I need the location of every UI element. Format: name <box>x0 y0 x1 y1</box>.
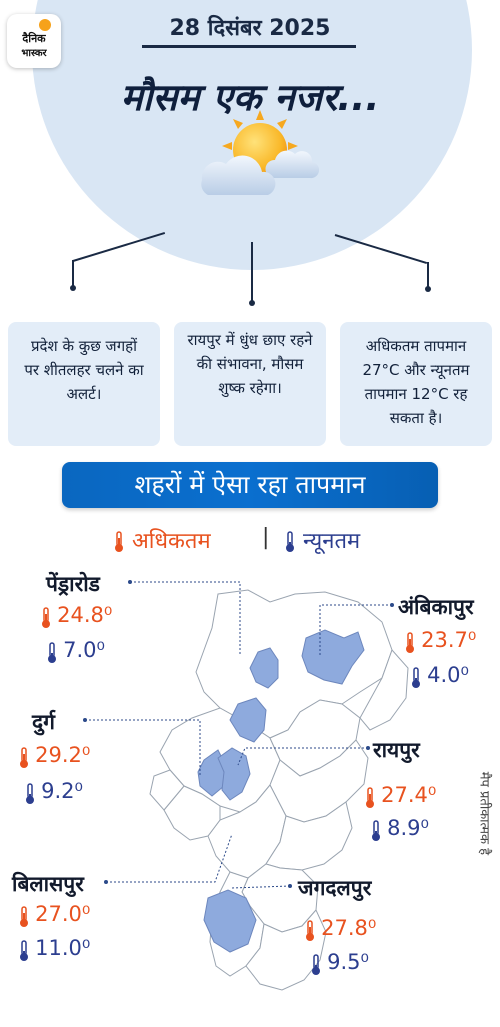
date-underline <box>142 45 356 48</box>
chhattisgarh-map <box>149 589 409 991</box>
connector-dot-left <box>70 285 76 291</box>
connector-line-right <box>334 234 428 265</box>
max-temp-value: 27.0⁰ <box>35 902 91 926</box>
thermometer-cold-icon <box>412 666 420 688</box>
connector-drop-left <box>72 260 74 286</box>
thermometer-cold-icon <box>286 531 294 552</box>
city-max-jagdalpur: 27.8⁰ <box>304 916 376 942</box>
logo-line1: दैनिक <box>22 32 46 45</box>
thermometer-hot-icon <box>115 531 123 552</box>
city-min-ambikapur: 4.0⁰ <box>410 663 469 689</box>
thermometer-cold-icon <box>372 819 380 841</box>
connector-line-left <box>72 231 166 262</box>
logo-line2: भास्कर <box>21 48 47 59</box>
max-temp-value: 23.7⁰ <box>421 628 477 652</box>
map-region-ambikapur <box>301 629 365 685</box>
city-max-raipur: 27.4⁰ <box>364 783 436 809</box>
legend-min-label: न्यूनतम <box>303 529 361 554</box>
dainik-bhaskar-logo: दैनिक भास्कर <box>7 14 61 68</box>
connector-dot-center <box>249 300 255 306</box>
min-temp-value: 9.5⁰ <box>327 950 369 974</box>
min-temp-value: 4.0⁰ <box>427 663 469 687</box>
connector-drop-right <box>427 262 429 288</box>
legend-separator: | <box>262 525 270 550</box>
max-temp-value: 29.2⁰ <box>35 743 91 767</box>
legend-min: न्यूनतम <box>284 525 360 555</box>
map-region-raipur <box>217 747 251 801</box>
connector-dot-right <box>425 286 431 292</box>
min-temp-value: 7.0⁰ <box>63 638 105 662</box>
sun-cloud-weather-icon <box>201 110 320 195</box>
city-name-bilaspur: बिलासपुर <box>12 872 84 896</box>
min-temp-value: 8.9⁰ <box>387 816 429 840</box>
city-name-durg: दुर्ग <box>32 710 55 734</box>
thermometer-hot-icon <box>406 631 414 653</box>
city-min-durg: 9.2⁰ <box>24 779 83 805</box>
min-temp-value: 9.2⁰ <box>41 779 83 803</box>
connector-drop-center <box>251 242 253 302</box>
thermometer-cold-icon <box>48 641 56 663</box>
city-name-pendraroad: पेंड्रारोड <box>46 572 100 596</box>
city-max-bilaspur: 27.0⁰ <box>18 902 90 928</box>
city-max-pendraroad: 24.8⁰ <box>40 603 112 629</box>
city-name-jagdalpur: जगदलपुर <box>298 876 372 900</box>
thermometer-hot-icon <box>366 786 374 808</box>
info-box-fog: रायपुर में धुंध छाए रहने की संभावना, मौस… <box>174 322 326 446</box>
thermometer-cold-icon <box>26 782 34 804</box>
city-max-ambikapur: 23.7⁰ <box>404 628 476 654</box>
max-temp-value: 27.4⁰ <box>381 783 437 807</box>
city-min-pendraroad: 7.0⁰ <box>46 638 105 664</box>
thermometer-hot-icon <box>20 746 28 768</box>
city-temperature-banner: शहरों में ऐसा रहा तापमान <box>62 462 438 508</box>
min-temp-value: 11.0⁰ <box>35 936 91 960</box>
headline: मौसम एक नजर... <box>120 76 380 119</box>
max-temp-value: 27.8⁰ <box>321 916 377 940</box>
max-temp-value: 24.8⁰ <box>57 603 113 627</box>
thermometer-hot-icon <box>306 919 314 941</box>
map-region-jagdalpur <box>203 889 257 953</box>
info-box-temperature: अधिकतम तापमान 27°C और न्यूनतम तापमान 12°… <box>340 322 492 446</box>
city-name-raipur: रायपुर <box>373 738 420 762</box>
city-max-durg: 29.2⁰ <box>18 743 90 769</box>
date-label: 28 दिसंबर 2025 <box>169 16 331 41</box>
map-region-bilaspur <box>229 697 267 743</box>
city-name-ambikapur: अंबिकापुर <box>398 595 474 619</box>
legend-max: अधिकतम <box>113 525 211 555</box>
map-region-pendraroad <box>249 647 279 689</box>
city-min-raipur: 8.9⁰ <box>370 816 429 842</box>
city-min-bilaspur: 11.0⁰ <box>18 936 90 962</box>
thermometer-hot-icon <box>42 606 50 628</box>
info-box-coldwave: प्रदेश के कुछ जगहों पर शीतलहर चलने का अल… <box>8 322 160 446</box>
thermometer-hot-icon <box>20 905 28 927</box>
legend-max-label: अधिकतम <box>132 529 211 554</box>
logo-sun-icon <box>39 19 51 31</box>
map-leader-lines <box>83 580 394 889</box>
map-symbolic-note: मैप प्रतीकात्मक है <box>476 771 491 855</box>
city-min-jagdalpur: 9.5⁰ <box>310 950 369 976</box>
thermometer-cold-icon <box>312 953 320 975</box>
thermometer-cold-icon <box>20 939 28 961</box>
